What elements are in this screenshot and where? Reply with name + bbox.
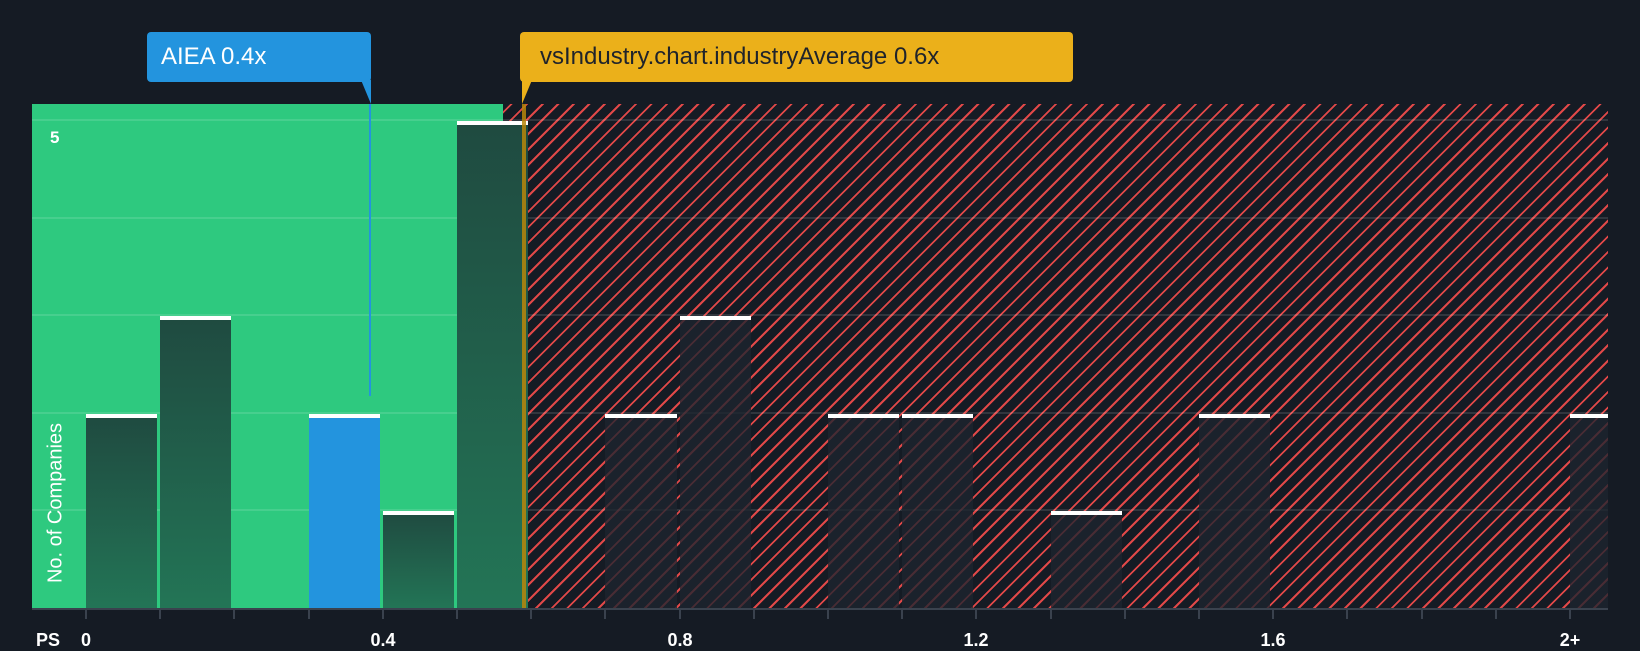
histogram-bar <box>679 316 751 609</box>
x-axis-line <box>32 608 1608 610</box>
company-callout-pointer <box>361 80 371 104</box>
histogram-bar <box>605 413 677 609</box>
x-axis-title: PS <box>36 630 61 650</box>
x-axis-tick <box>1049 610 1052 619</box>
x-axis-tick <box>752 610 755 619</box>
x-axis-tick <box>307 610 310 619</box>
gridline-1 <box>32 509 1608 511</box>
histogram-bar <box>902 413 974 609</box>
bar-cap <box>902 413 974 418</box>
bar-cap <box>382 511 454 516</box>
bar-cap <box>160 316 232 321</box>
x-axis-tick <box>1346 610 1349 619</box>
x-axis-tick <box>1272 610 1275 619</box>
x-axis-tick <box>1494 610 1497 619</box>
x-axis-tick <box>159 610 162 619</box>
bar-cap <box>828 413 900 418</box>
x-tick-label-0-4: 0.4 <box>370 630 396 650</box>
gridline-3 <box>32 314 1608 316</box>
plot-area <box>32 104 1608 609</box>
company-callout: AIEA 0.4x <box>147 32 371 82</box>
gridline-2 <box>32 412 1608 414</box>
bar-cap <box>1050 511 1122 516</box>
industry-average-line <box>522 104 526 609</box>
histogram-bar <box>457 121 529 609</box>
x-axis-tick <box>604 610 607 619</box>
gridline-5 <box>32 119 1608 121</box>
x-axis-tick <box>1123 610 1126 619</box>
bar-cap <box>86 413 158 418</box>
bar-cap <box>308 413 380 418</box>
x-tick-label-0-8: 0.8 <box>667 630 693 650</box>
x-axis-tick <box>381 610 384 619</box>
industry-average-callout: vsIndustry.chart.industryAverage 0.6x <box>520 32 1073 82</box>
x-tick-label-1-6: 1.6 <box>1260 630 1286 650</box>
x-tick-label-2-plus: 2+ <box>1559 630 1581 650</box>
histogram-bar <box>828 413 900 609</box>
x-axis-tick <box>1198 610 1200 619</box>
x-axis-tick <box>233 610 236 619</box>
x-axis-tick <box>901 610 904 619</box>
industry-callout-pointer <box>522 80 532 104</box>
y-tick-label-5: 5 <box>50 128 60 147</box>
histogram-bar <box>160 316 232 609</box>
x-axis-tick <box>678 610 681 619</box>
histogram-bar <box>1050 511 1122 609</box>
x-axis-tick <box>1569 610 1571 619</box>
histogram-bar <box>1199 413 1271 609</box>
x-axis-tick <box>530 610 533 619</box>
x-axis-tick <box>456 610 458 619</box>
x-axis-tick <box>975 610 978 619</box>
x-axis-tick <box>827 610 829 619</box>
y-axis-title: No. of Companies <box>44 422 67 584</box>
histogram-bar <box>86 413 158 609</box>
histogram-bar <box>308 413 380 609</box>
x-tick-label-0: 0 <box>80 630 92 650</box>
bar-cap <box>605 413 677 418</box>
bar-cap <box>1199 413 1271 418</box>
histogram-bar <box>382 511 454 609</box>
bar-cap <box>679 316 751 321</box>
x-axis-tick <box>85 610 87 619</box>
x-tick-label-1-2: 1.2 <box>963 630 989 650</box>
bar-cap <box>1570 413 1608 418</box>
x-axis-tick <box>1420 610 1423 619</box>
company-marker-line <box>369 104 371 396</box>
bar-cap <box>457 121 529 125</box>
histogram-bar <box>1570 413 1608 609</box>
gridline-4 <box>32 217 1608 219</box>
